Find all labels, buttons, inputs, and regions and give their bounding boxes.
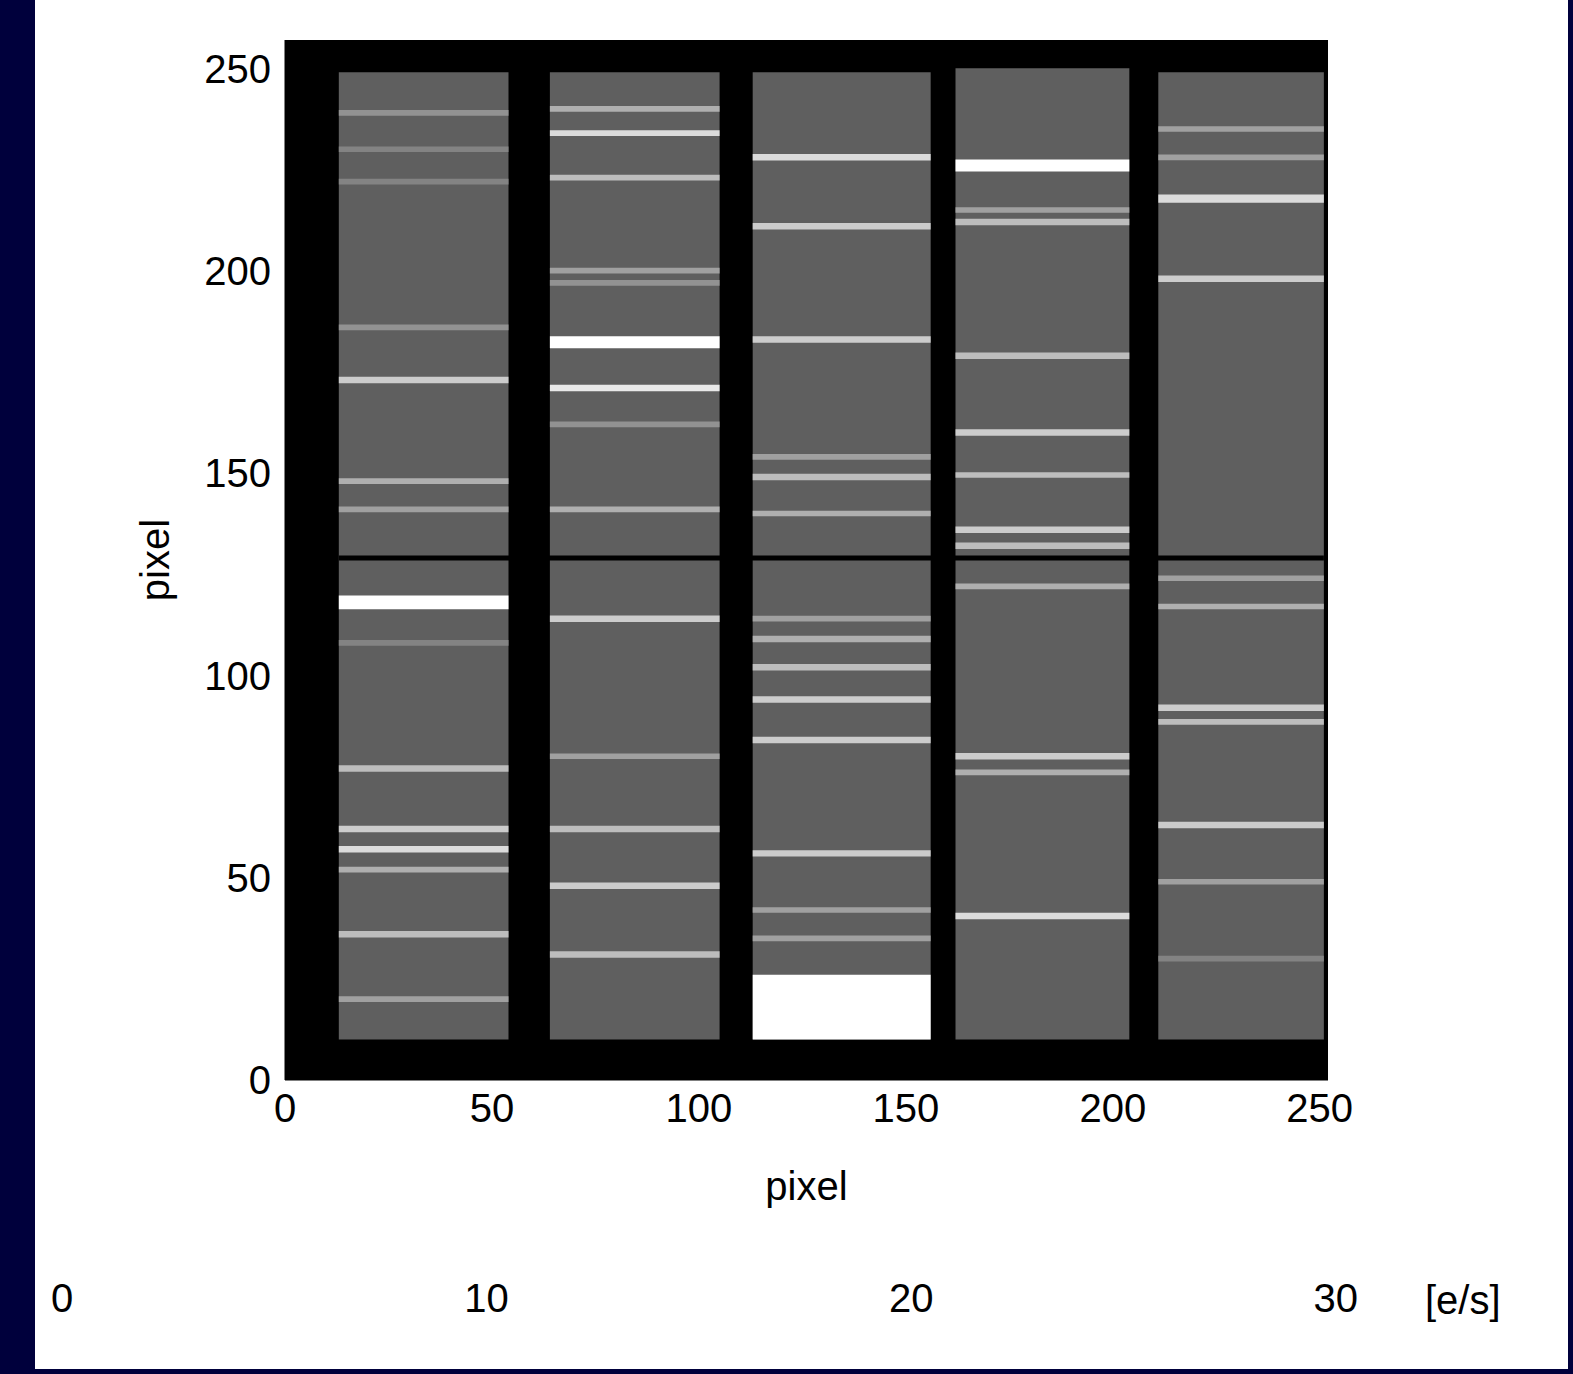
svg-text:0: 0	[249, 1058, 271, 1102]
svg-text:10: 10	[464, 1276, 509, 1320]
svg-text:0: 0	[274, 1086, 296, 1130]
svg-text:20: 20	[889, 1276, 934, 1320]
svg-text:250: 250	[1286, 1086, 1353, 1130]
html-text:[e/s]: [e/s]	[1425, 1278, 1501, 1322]
svg-text:50: 50	[227, 856, 272, 900]
svg-text:200: 200	[204, 249, 271, 293]
svg-text:150: 150	[872, 1086, 939, 1130]
svg-text:200: 200	[1079, 1086, 1146, 1130]
svg-text:0: 0	[51, 1276, 73, 1320]
svg-text:pixel: pixel	[765, 1164, 847, 1208]
svg-text:150: 150	[204, 451, 271, 495]
svg-text:100: 100	[666, 1086, 733, 1130]
svg-text:100: 100	[204, 654, 271, 698]
svg-text:30: 30	[1313, 1276, 1358, 1320]
svg-text:pixel: pixel	[133, 519, 177, 601]
svg-text:250: 250	[204, 47, 271, 91]
svg-text:50: 50	[470, 1086, 515, 1130]
